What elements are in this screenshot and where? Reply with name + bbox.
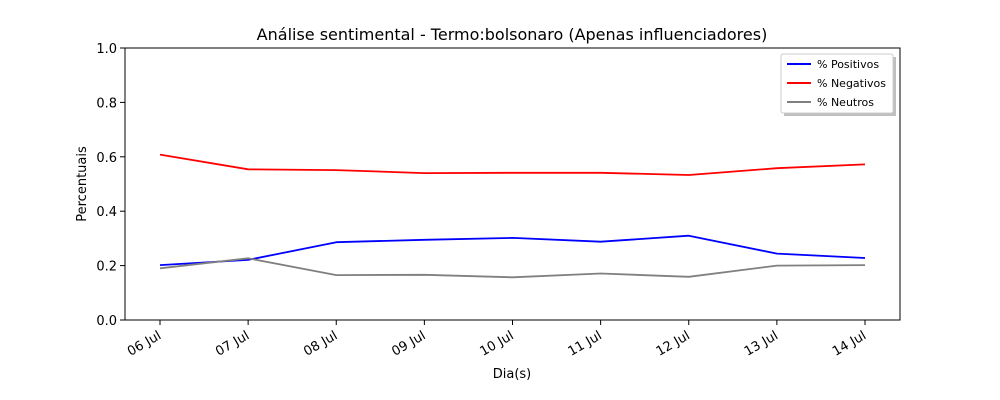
x-tick-label: 08 Jul [301, 328, 340, 359]
x-tick-label: 14 Jul [830, 328, 869, 359]
x-axis: 06 Jul 07 Jul 08 Jul 09 Jul 10 Jul 11 Jul 12 J… [125, 320, 869, 360]
chart-title: Análise sentimental - Termo:bolsonaro (A… [257, 25, 768, 44]
x-tick-label: 09 Jul [389, 328, 428, 359]
y-axis-title: Percentuais [75, 146, 90, 222]
y-tick-label: 1.0 [96, 42, 117, 57]
series-lines [159, 153, 866, 279]
y-tick-label: 0.8 [96, 96, 117, 111]
x-tick-label: 11 Jul [566, 328, 605, 359]
x-tick-label: 12 Jul [654, 328, 693, 359]
legend: % Positivos % Negativos % Neutros [780, 53, 896, 116]
y-tick-label: 0.4 [96, 205, 117, 220]
y-tick-label: 0.0 [96, 314, 117, 329]
y-axis: 0.0 0.2 0.4 0.6 0.8 1.0 [96, 42, 125, 329]
series-line-1 [159, 153, 866, 176]
x-tick-label: 06 Jul [125, 328, 164, 359]
legend-label: % Positivos [817, 58, 879, 71]
y-tick-label: 0.2 [96, 260, 117, 275]
x-tick-label: 07 Jul [213, 328, 252, 359]
x-tick-label: 13 Jul [742, 328, 781, 359]
y-tick-label: 0.6 [96, 151, 117, 166]
x-axis-title: Dia(s) [493, 367, 532, 382]
x-tick-label: 10 Jul [478, 328, 517, 359]
legend-label: % Neutros [817, 96, 874, 109]
series-line-0 [159, 234, 866, 266]
legend-label: % Negativos [817, 77, 886, 90]
legend-box [780, 53, 894, 114]
series-line-2 [159, 257, 866, 279]
